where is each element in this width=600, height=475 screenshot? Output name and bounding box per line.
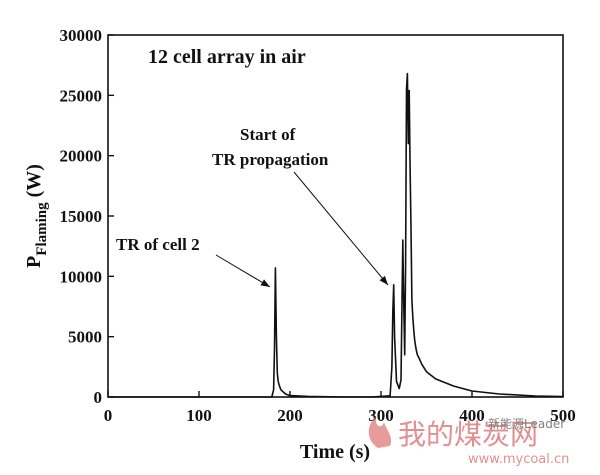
x-tick-label: 100 (186, 406, 212, 425)
watermark-flame-icon (368, 416, 392, 448)
x-axis-ticks: 0 100 200 300 400 500 (104, 391, 576, 425)
x-tick-label: 0 (104, 406, 113, 425)
y-tick-label: 30000 (60, 26, 103, 45)
y-tick-label: 15000 (60, 207, 103, 226)
x-tick-label: 200 (277, 406, 303, 425)
y-axis-title-sub: Flaming (34, 202, 50, 256)
watermark-site-name: 我的煤炭网 (398, 418, 538, 451)
watermark: 我的煤炭网 新能源Leader www.mycoal.cn (368, 416, 569, 467)
y-axis-title: PFlaming (W) (23, 164, 50, 268)
series-0 (108, 72, 564, 398)
plot-frame (107, 34, 564, 398)
annotation-label: TR propagation (212, 150, 329, 169)
annotation-arrowhead (260, 279, 270, 287)
series-line (108, 72, 564, 398)
annotation-start-tr: Start of TR propagation (212, 125, 389, 286)
watermark-leader: 新能源Leader (488, 416, 565, 431)
watermark-url: www.mycoal.cn (468, 452, 569, 467)
annotation-arrow (215, 254, 271, 288)
chart-title: 12 cell array in air (148, 46, 306, 68)
x-tick-label: 500 (550, 406, 576, 425)
annotation-label: Start of (240, 125, 296, 144)
annotation-arrow (293, 171, 389, 286)
x-axis-title: Time (s) (300, 441, 370, 463)
y-tick-label: 10000 (60, 267, 103, 286)
annotation-tr-cell-2: TR of cell 2 (116, 235, 271, 288)
annotation-label: TR of cell 2 (116, 235, 200, 254)
y-tick-label: 25000 (60, 86, 103, 105)
y-tick-label: 0 (94, 388, 103, 407)
annotation-arrowhead (379, 275, 388, 285)
y-axis-title-main: P (23, 256, 45, 268)
y-tick-label: 5000 (68, 328, 102, 347)
y-axis-title-unit: (W) (23, 164, 45, 202)
y-tick-label: 20000 (60, 147, 103, 166)
y-axis-ticks: 0 5000 10000 15000 20000 25000 30000 (60, 26, 114, 407)
x-tick-label: 400 (459, 406, 485, 425)
